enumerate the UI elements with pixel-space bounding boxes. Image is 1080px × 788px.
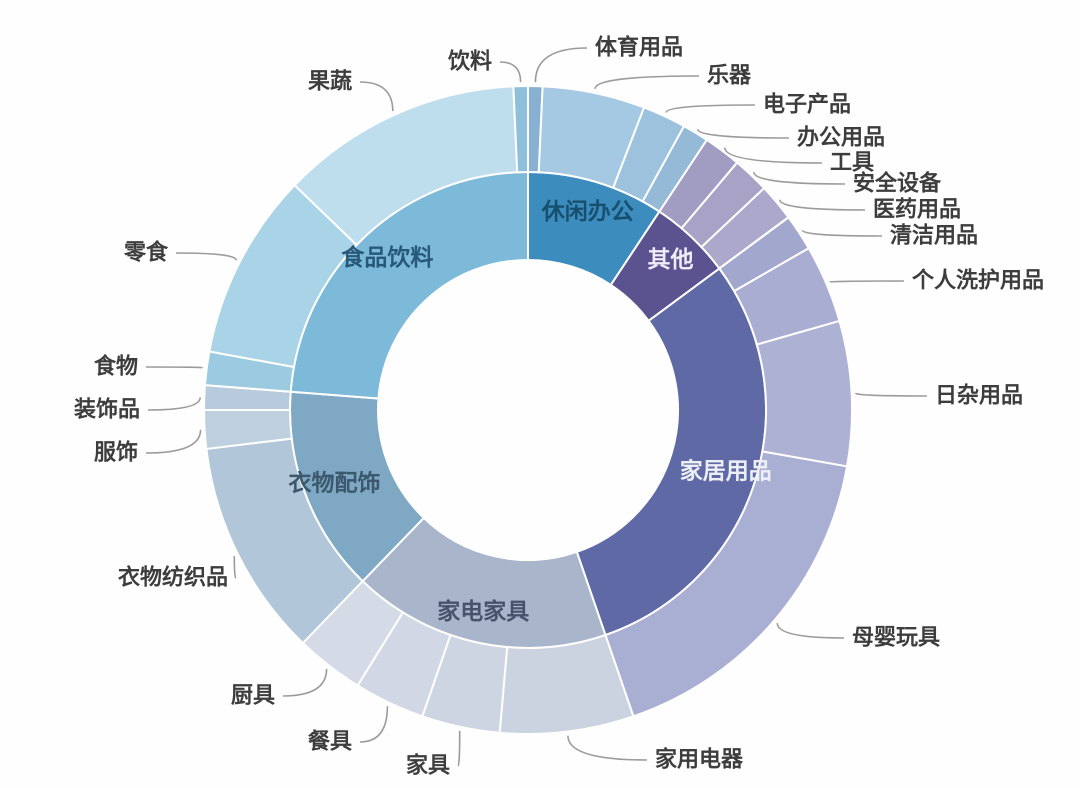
leader-line [779,199,866,211]
leader-line [233,556,237,579]
leader-line [282,668,328,697]
category-label: 衣物配饰 [289,470,381,497]
subcategory-label: 家用电器 [655,747,744,773]
category-label: 家电家具 [437,598,529,625]
subcategory-label: 日杂用品 [935,384,1023,409]
subcategory-label: 清洁用品 [890,223,978,249]
subcategory-label: 果蔬 [308,70,352,95]
sunburst-outer-slice[interactable] [512,84,529,174]
category-label: 其他 [648,247,694,273]
subcategory-label: 家具 [406,753,450,779]
leader-line [801,229,883,237]
subcategory-label: 装饰品 [74,397,140,423]
subcategory-label: 电子产品 [763,93,851,118]
sunburst-outer-slice[interactable] [755,319,853,468]
leader-line [696,128,790,139]
leader-line [145,366,204,369]
leader-line [854,392,928,397]
subcategory-label: 安全设备 [853,171,942,197]
subcategory-label: 厨具 [231,684,275,709]
category-label: 休闲办公 [541,199,634,225]
leader-line [753,171,846,185]
leader-line [359,706,389,743]
leader-line [829,280,905,283]
category-label: 家居用品 [680,458,772,485]
leader-line [499,61,522,83]
leader-line [665,104,756,113]
leader-line [147,397,201,411]
subcategory-label: 个人洗护用品 [912,269,1044,294]
leader-line [175,252,237,261]
subcategory-label: 乐器 [707,64,752,89]
subcategory-label: 体育用品 [595,35,683,61]
leader-line [534,47,588,83]
subcategory-label: 衣物纺织品 [118,565,228,591]
subcategory-label: 办公用品 [797,126,885,151]
subcategory-label: 工具 [830,151,874,176]
leader-line [359,81,394,112]
subcategory-label: 饮料 [447,50,492,75]
subcategory-label: 食物 [94,354,138,380]
category-label: 食品饮料 [341,244,433,271]
leader-line [594,75,700,90]
leader-line [724,147,823,164]
leader-line [776,622,845,639]
subcategory-label: 母婴玩具 [852,626,940,651]
subcategory-label: 医药用品 [873,198,961,223]
leader-line [457,730,461,767]
subcategory-label: 餐具 [308,730,352,755]
leader-line [145,429,202,454]
leader-line [567,735,648,761]
subcategory-label: 零食 [123,240,169,266]
subcategory-label: 服饰 [94,440,138,466]
